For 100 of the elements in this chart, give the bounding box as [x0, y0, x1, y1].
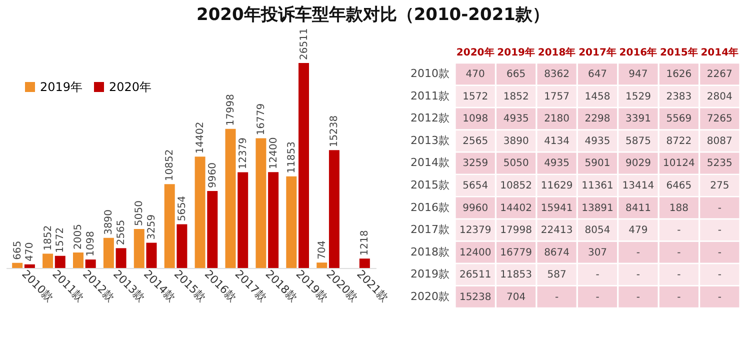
data-label: 4134	[544, 136, 570, 147]
data-label: 26511	[298, 28, 310, 60]
x-tick-label: 2017年	[578, 46, 616, 58]
text: -	[718, 225, 722, 236]
data-label: 1572	[55, 227, 66, 253]
bar	[164, 184, 175, 268]
data-label: 3890	[104, 209, 115, 235]
y-tick-label: 2017款	[410, 223, 450, 236]
data-label: 11361	[582, 180, 614, 192]
chart-title: 2020年投诉车型年款对比（2010-2021款）	[196, 5, 550, 26]
data-label: 275	[710, 180, 730, 192]
x-tick-label: 2014年	[700, 46, 739, 58]
data-label: 15238	[459, 292, 492, 303]
bar	[328, 150, 340, 268]
text: -	[718, 292, 722, 303]
data-label: 307	[588, 247, 608, 258]
bar	[42, 254, 54, 268]
data-label: 10852	[164, 149, 176, 182]
x-tick-label: 2016年	[619, 46, 658, 58]
data-label: 16779	[256, 103, 267, 136]
data-label: 5050	[503, 158, 529, 170]
x-tick-label: 2020年	[456, 46, 494, 58]
data-label: 16779	[500, 247, 532, 258]
data-label: 13414	[622, 180, 654, 192]
bar	[316, 262, 328, 268]
data-label: 5654	[462, 180, 488, 192]
data-label: 11853	[500, 270, 532, 281]
data-label: 26511	[459, 270, 492, 281]
bar	[146, 242, 157, 268]
data-label: 7265	[706, 114, 732, 125]
y-tick-label: 2015款	[410, 178, 450, 192]
y-tick-label: 2010款	[410, 67, 450, 80]
legend-label: 2020年	[109, 80, 152, 94]
data-label: 5875	[625, 136, 651, 147]
data-label: 1757	[544, 91, 570, 102]
data-label: 1626	[666, 69, 692, 80]
data-label: 4935	[584, 136, 610, 147]
data-label: 15941	[540, 202, 573, 214]
bar	[12, 262, 23, 268]
data-label: 12400	[459, 247, 492, 258]
data-label: 8362	[544, 69, 570, 80]
data-label: 9960	[207, 162, 218, 188]
data-label: 9029	[625, 158, 651, 170]
text: -	[718, 202, 722, 214]
data-label: 4935	[544, 158, 570, 170]
text: -	[677, 292, 681, 303]
text: -	[636, 270, 640, 281]
data-label: 2565	[462, 136, 488, 147]
data-label: 17998	[226, 94, 237, 126]
x-tick-label: 2019年	[497, 46, 535, 58]
data-label: 12400	[268, 137, 280, 170]
data-label: 8674	[544, 247, 570, 258]
text: -	[677, 270, 681, 281]
bar	[286, 176, 297, 268]
bar	[24, 264, 35, 268]
legend-label: 2019年	[40, 80, 83, 94]
y-tick-label: 2016款	[410, 200, 450, 214]
data-label: 8411	[625, 202, 651, 214]
bar	[298, 63, 310, 268]
data-label: 1098	[462, 114, 488, 125]
data-label: 587	[547, 270, 566, 281]
data-label: 3259	[462, 158, 488, 170]
data-label: 5569	[666, 114, 692, 125]
data-label: 704	[316, 240, 328, 260]
text: -	[636, 292, 640, 303]
data-label: 17998	[500, 225, 532, 236]
data-label: 3890	[503, 136, 529, 147]
text: -	[718, 270, 722, 281]
y-tick-label: 2013款	[410, 134, 450, 147]
data-label: 1218	[360, 230, 371, 256]
data-label: 2005	[73, 224, 84, 250]
data-label: 5235	[706, 158, 732, 170]
data-label: 5050	[134, 200, 146, 226]
text: -	[636, 247, 640, 258]
text: -	[596, 270, 600, 281]
bar	[116, 248, 126, 268]
data-label: 470	[466, 69, 485, 80]
data-label: 2180	[544, 114, 570, 125]
data-label: 22413	[540, 225, 573, 236]
data-label: 8722	[666, 136, 692, 147]
data-label: 188	[669, 202, 688, 214]
data-label: 8087	[706, 136, 732, 147]
data-label: 1852	[42, 225, 54, 251]
bar	[359, 258, 370, 268]
data-label: 5654	[176, 196, 188, 222]
bar	[103, 238, 114, 268]
data-label: 11629	[540, 180, 573, 192]
bar	[54, 256, 66, 268]
data-label: 5901	[584, 158, 610, 170]
data-label: 14402	[500, 202, 532, 214]
text: -	[677, 225, 681, 236]
bar	[238, 172, 248, 268]
text: -	[596, 292, 600, 303]
bar	[268, 172, 279, 268]
data-label: 2298	[584, 114, 610, 125]
data-label: 3259	[146, 214, 158, 240]
data-label: 4935	[503, 114, 529, 125]
data-label: 470	[24, 242, 36, 262]
data-label: 1098	[86, 231, 97, 257]
bar	[134, 228, 144, 268]
